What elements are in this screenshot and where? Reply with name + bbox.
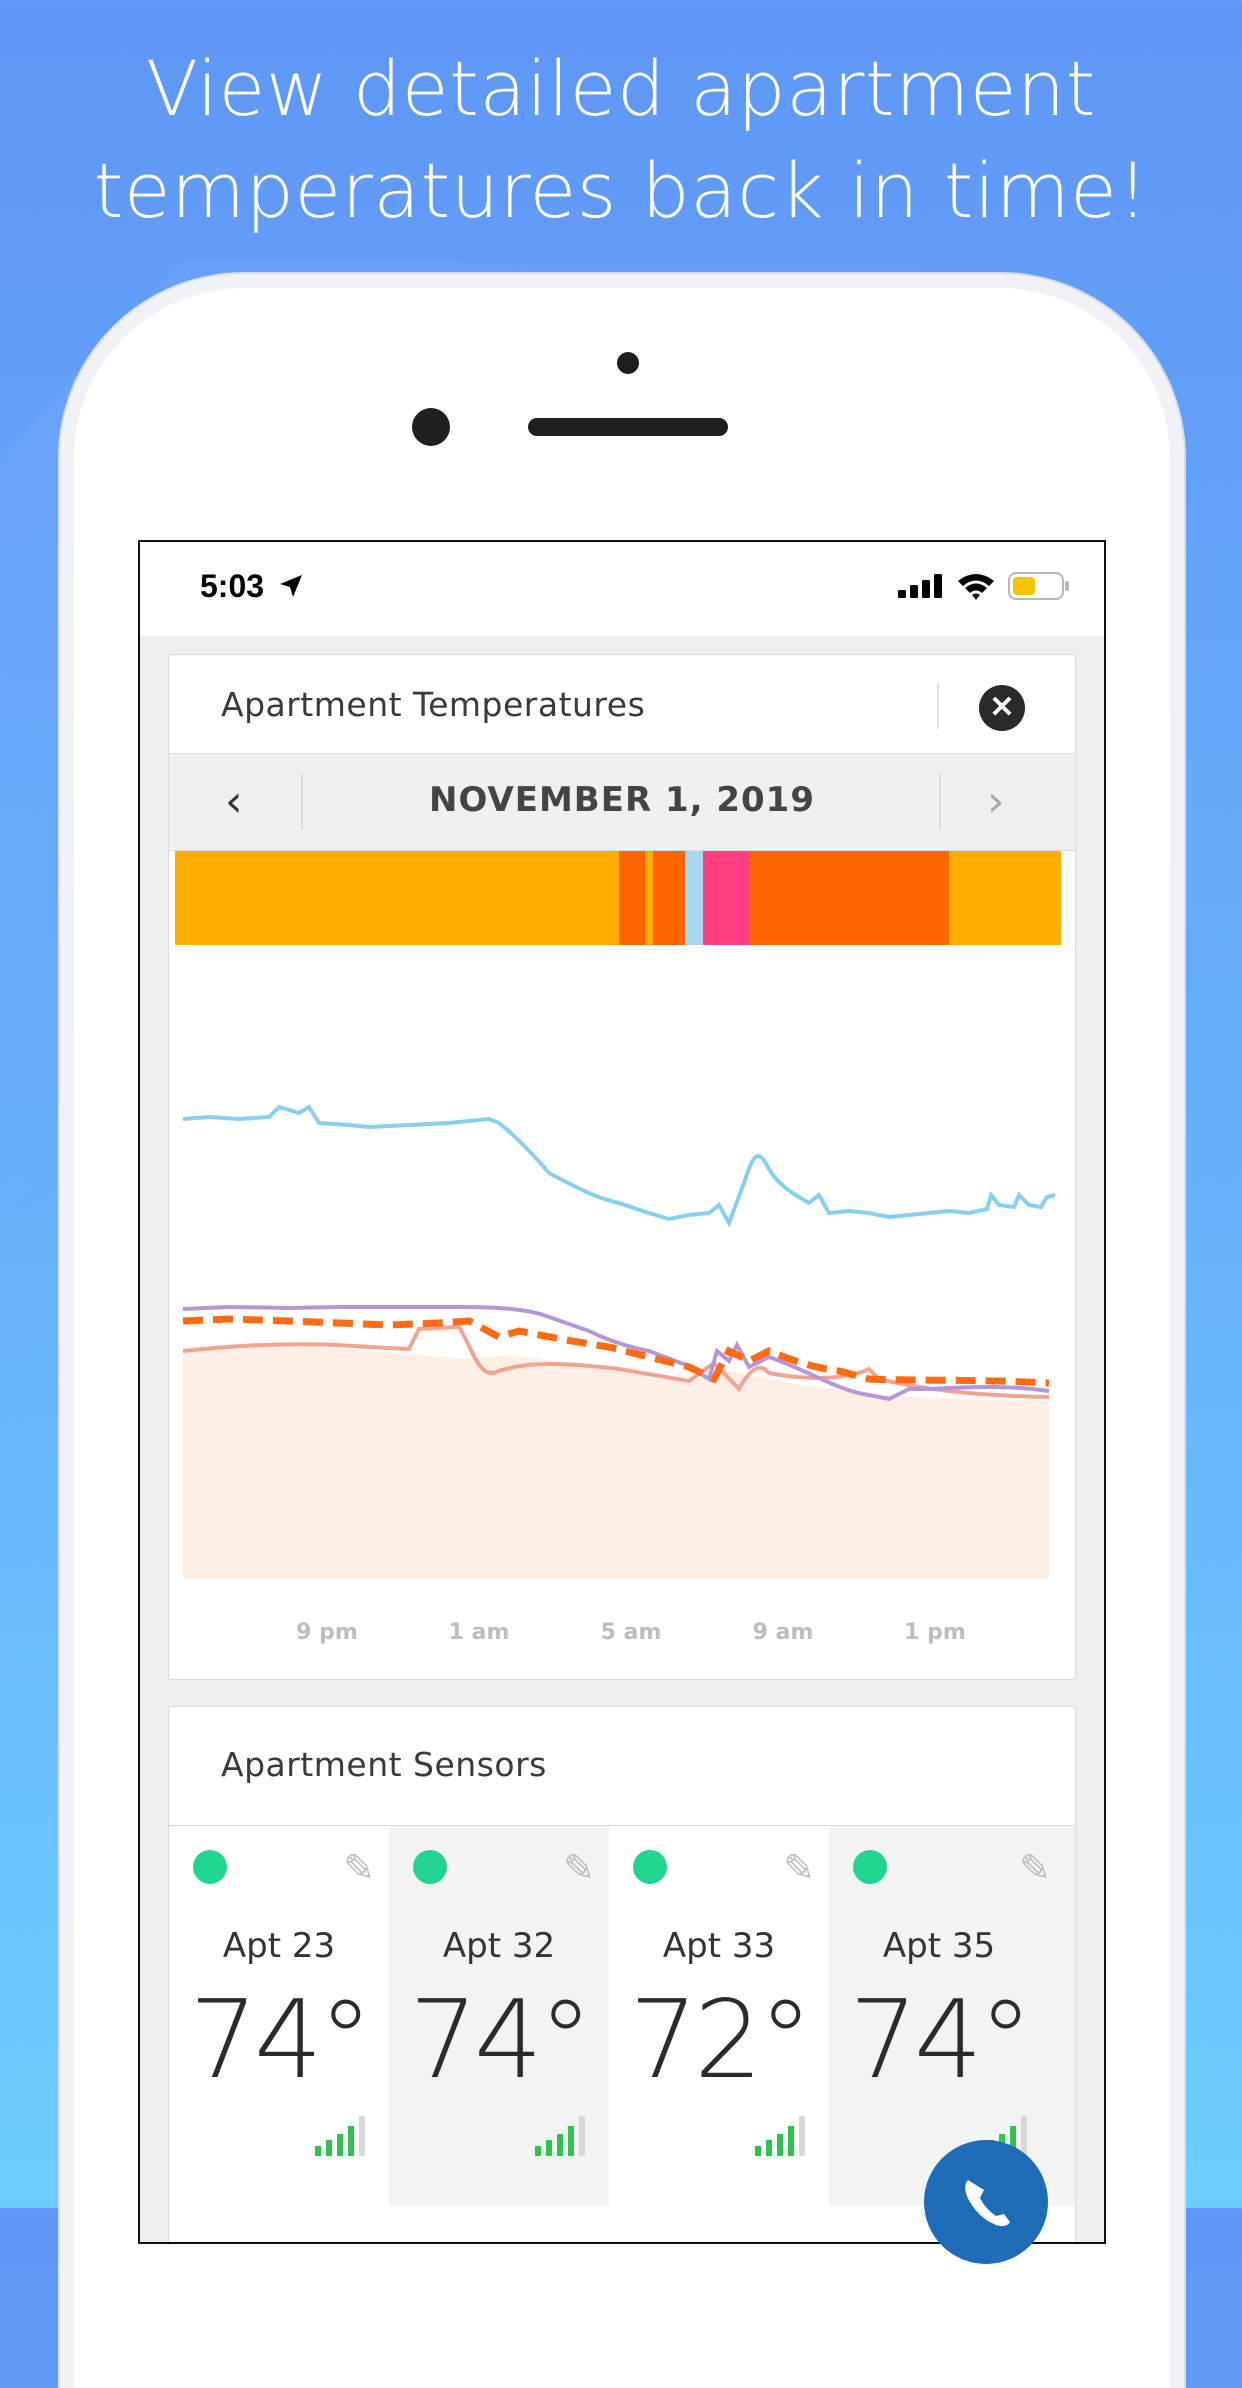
x-tick-label: 1 am [449,1620,510,1645]
phone-volume-up [62,716,74,856]
sensor-temperature: 74° [849,1978,1032,2103]
date-navigator: ‹ NOVEMBER 1, 2019 › [169,753,1075,851]
sensors-card-title: Apartment Sensors [221,1745,547,1784]
x-axis: 9 pm 1 am 5 am 9 am 1 pm [296,1620,966,1645]
signal-strength-icon [755,2116,805,2156]
status-band-segment [685,851,703,945]
sensor-tile[interactable]: ✎ Apt 35 74° [829,1826,1075,2206]
sensor-tile[interactable]: ✎ Apt 32 74° [389,1826,609,2206]
phone-front-camera [412,408,450,446]
x-tick-label: 5 am [601,1620,662,1645]
signal-strength-icon [535,2116,585,2156]
call-button[interactable] [924,2140,1048,2264]
online-status-dot [633,1850,667,1884]
temperatures-card: Apartment Temperatures ✕ ‹ NOVEMBER 1, 2… [168,654,1076,1680]
status-band [175,851,1061,945]
status-band-segment [703,851,749,945]
phone-volume-down [62,890,74,1030]
phone-silent-switch [62,548,74,622]
sensor-temperature: 74° [409,1978,592,2103]
status-band-segment [749,851,949,945]
purple-series-line [182,1304,1050,1402]
sensor-name: Apt 32 [442,1926,556,1966]
pencil-edit-icon[interactable]: ✎ [343,1848,375,1890]
sensor-temperature: 72° [629,1978,812,2103]
status-band-segment [619,851,645,945]
sensor-name: Apt 23 [222,1926,336,1966]
wifi-icon [958,574,994,600]
sensor-tile[interactable]: ✎ Apt 33 72° [609,1826,829,2206]
phone-earpiece [528,418,728,436]
pencil-edit-icon[interactable]: ✎ [563,1848,595,1890]
temperatures-card-title: Apartment Temperatures [221,685,646,724]
status-time: 5:03 [200,568,305,605]
sensor-temperature: 74° [189,1978,372,2103]
orange-dashed-series-line [182,1315,1050,1387]
x-tick-label: 9 am [753,1620,814,1645]
status-bar: 5:03 [140,542,1104,636]
pencil-edit-icon[interactable]: ✎ [783,1848,815,1890]
chevron-right-icon[interactable]: › [987,776,1005,827]
promo-headline: View detailed apartment temperatures bac… [0,38,1242,242]
status-band-segment [175,851,619,945]
status-band-segment [653,851,685,945]
location-arrow-icon [279,575,302,597]
close-circle-icon[interactable]: ✕ [979,685,1025,731]
x-tick-label: 1 pm [904,1620,966,1645]
battery-low-icon [1008,572,1069,600]
sensors-grid: ✎ Apt 23 74° ✎ Apt 32 74° [169,1825,1075,2242]
temperature-fill-area [183,1346,1049,1579]
cellular-signal-icon [898,574,942,598]
sensor-name: Apt 35 [882,1926,996,1966]
online-status-dot [413,1850,447,1884]
online-status-dot [193,1850,227,1884]
temperature-chart[interactable]: 9 pm 1 am 5 am 9 am 1 pm [169,851,1075,1671]
selected-date: NOVEMBER 1, 2019 [428,780,815,820]
online-status-dot [853,1850,887,1884]
status-icons [898,572,1070,600]
status-time-text: 5:03 [200,568,265,604]
promo-headline-line-2: temperatures back in time! [93,146,1149,235]
pencil-edit-icon[interactable]: ✎ [1019,1848,1051,1890]
header-divider [937,683,939,729]
phone-proximity-sensor [617,352,639,374]
promo-headline-line-1: View detailed apartment [146,44,1096,133]
status-band-segment [949,851,1061,945]
phone-icon [965,2180,1010,2227]
signal-strength-icon [315,2116,365,2156]
status-band-segment [645,851,653,945]
date-divider-right [939,774,941,830]
sensors-card: Apartment Sensors ✎ Apt 23 74° ✎ Apt 32 … [168,1706,1076,2242]
phone-screen: 5:03 Apartment T [138,540,1106,2244]
sensor-tile[interactable]: ✎ Apt 23 74° [169,1826,389,2206]
phone-power-button [1170,712,1182,862]
chevron-left-icon[interactable]: ‹ [225,776,243,827]
blue-series-line [182,1104,1056,1228]
sensor-name: Apt 33 [662,1926,776,1966]
date-divider-left [301,774,303,830]
x-tick-label: 9 pm [296,1620,358,1645]
